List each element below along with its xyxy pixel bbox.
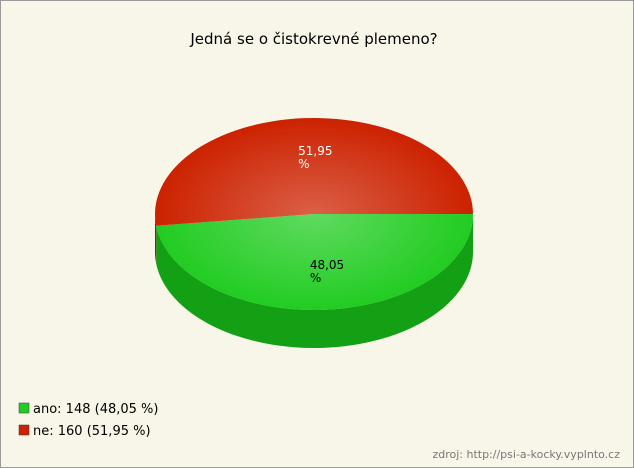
slice-side — [156, 214, 473, 348]
legend-label: ano: 148 (48,05 %) — [33, 402, 158, 417]
value-label: 51,95 % — [298, 143, 333, 171]
legend-label: ne: 160 (51,95 %) — [33, 424, 151, 439]
legend-swatch — [18, 424, 30, 436]
chart-title: Jedná se o čistokrevné plemeno? — [189, 30, 437, 48]
legend-swatch — [18, 402, 30, 414]
value-label: 48,05 % — [309, 258, 345, 286]
source: zdroj: http://psi-a-kocky.vyplnto.cz — [432, 448, 620, 461]
legend: ano: 148 (48,05 %) ne: 160 (51,95 %) — [18, 402, 158, 439]
